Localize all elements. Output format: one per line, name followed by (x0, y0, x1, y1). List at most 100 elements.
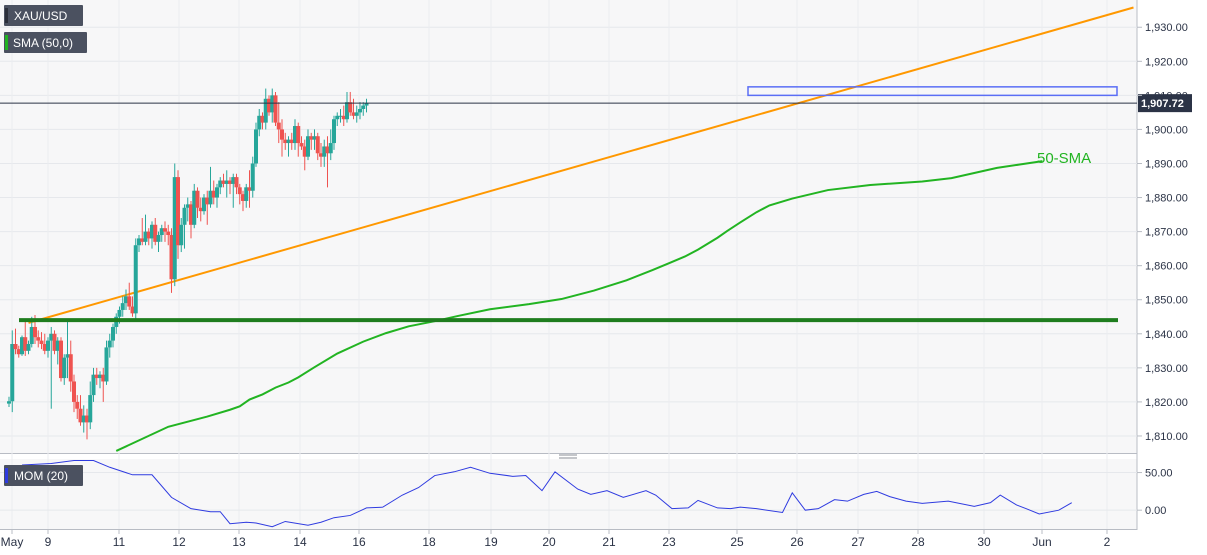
pane-resize-handle[interactable] (559, 454, 577, 459)
candle-body (202, 197, 206, 212)
candle (75, 395, 80, 419)
candle-body (124, 296, 128, 304)
price-axis: 1,810.00 1,820.00 1,830.00 1,840.00 1,850.00… (1137, 22, 1188, 443)
candle (205, 190, 210, 225)
candle (208, 166, 213, 208)
candle (263, 88, 268, 130)
candle-body (312, 136, 317, 140)
candle-body (244, 187, 249, 201)
candle (176, 170, 180, 259)
candle-body (299, 143, 304, 147)
momentum-line (21, 460, 1073, 528)
candle (166, 224, 171, 246)
time-tick-label: 11 (113, 535, 126, 549)
candle-body (361, 105, 366, 109)
price-tick-label: 1,830.00 (1145, 363, 1188, 375)
time-tick-label: Jun (1032, 535, 1051, 549)
candle (26, 340, 31, 355)
candle-body (208, 190, 213, 205)
candle (98, 371, 102, 389)
candle (221, 173, 226, 188)
candle (7, 396, 11, 408)
candle (293, 119, 297, 150)
candle (146, 228, 151, 246)
candle-body (211, 190, 216, 198)
candle-body (7, 401, 11, 404)
candle-body (270, 95, 275, 113)
candle-body (328, 143, 333, 154)
sma-legend[interactable]: SMA (50,0) (4, 32, 87, 53)
candle-body (159, 228, 164, 236)
candle (351, 98, 356, 120)
candle (55, 337, 60, 365)
time-tick-label: 16 (352, 535, 366, 549)
candle (345, 91, 349, 123)
candle-body (10, 344, 15, 402)
candle (241, 190, 245, 212)
candle (130, 296, 135, 317)
candle (231, 173, 236, 208)
candle (104, 340, 109, 385)
candle (247, 170, 252, 208)
candle (341, 105, 346, 127)
candle (270, 88, 275, 123)
candle-body (88, 395, 93, 423)
candle-body (257, 115, 262, 130)
candle-body (143, 231, 148, 242)
price-tick-label: 1,920.00 (1145, 56, 1188, 68)
momentum-tick-label: 50.00 (1145, 468, 1173, 480)
candle-body (137, 238, 141, 246)
candle-body (127, 296, 132, 307)
candle-body (254, 129, 258, 164)
candle (257, 108, 262, 137)
candle (39, 332, 44, 350)
candle (348, 91, 353, 116)
candle-body (237, 187, 242, 195)
overlays: 1,907.72 (0, 86, 1192, 323)
resistance-zone (747, 86, 1118, 97)
candle (250, 156, 255, 198)
candle-body (195, 190, 200, 208)
grid (0, 0, 1137, 529)
candle (244, 183, 249, 208)
candle-body (228, 180, 232, 184)
candle (150, 221, 154, 249)
candle-body (218, 180, 223, 188)
candle-body (46, 340, 50, 351)
candle-body (140, 238, 145, 242)
candle-body (241, 194, 245, 201)
candle-body (85, 415, 89, 423)
candle (153, 217, 158, 246)
price-tick-label: 1,880.00 (1145, 193, 1188, 205)
momentum-legend[interactable]: MOM (20) (4, 465, 83, 486)
candle-body (101, 374, 106, 382)
candle-body (78, 408, 83, 423)
time-tick-label: 18 (422, 535, 436, 549)
candle (163, 221, 167, 242)
candle-body (335, 115, 340, 120)
candle-body (224, 180, 229, 184)
candle-body (283, 139, 288, 144)
price-tick-label: 1,930.00 (1145, 22, 1188, 34)
candle (101, 367, 106, 402)
candle-body (286, 139, 291, 144)
candle-body (348, 102, 353, 113)
candle (137, 235, 141, 253)
candlesticks (7, 88, 369, 440)
candle-body (221, 180, 226, 184)
sma-legend-label: SMA (50,0) (13, 36, 73, 50)
candle-body (49, 333, 54, 341)
candle (202, 194, 206, 215)
symbol-legend[interactable]: XAU/USD (4, 5, 83, 26)
candle-body (302, 146, 307, 157)
candle-body (120, 303, 125, 310)
candle-body (13, 344, 18, 350)
candle-body (296, 126, 301, 144)
candle-body (172, 177, 177, 280)
candle-body (332, 119, 336, 144)
candle-body (26, 344, 31, 351)
candle-body (192, 190, 197, 225)
candle-body (250, 163, 255, 191)
candle-body (351, 112, 356, 116)
